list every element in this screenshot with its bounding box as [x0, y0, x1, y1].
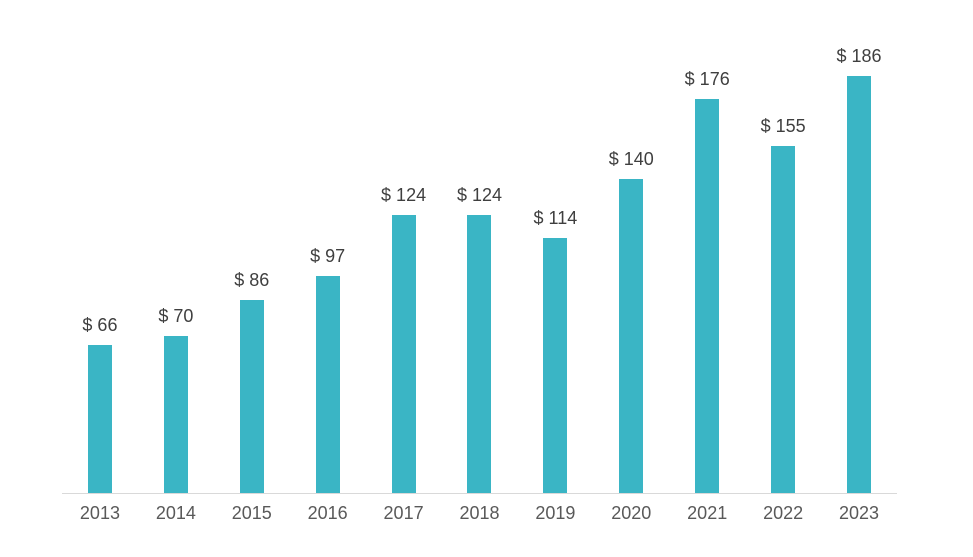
bar-column: $ 124 [442, 185, 518, 493]
bar-value-label: $ 176 [684, 69, 730, 89]
bar-value-label: $ 155 [760, 116, 806, 136]
bar-column: $ 114 [517, 208, 593, 493]
x-axis-tick-label: 2017 [383, 503, 424, 523]
x-axis-tick-label: 2019 [535, 503, 576, 523]
x-axis-tick-label: 2020 [611, 503, 652, 523]
bar [543, 238, 568, 493]
x-axis-tick-label: 2023 [838, 503, 880, 523]
bar [467, 215, 492, 493]
bar [87, 345, 112, 493]
x-axis-labels: 2013 2014 2015 2016 2017 2018 2019 2020 2021 2022… [62, 494, 897, 524]
bar-value-label: $ 97 [310, 246, 346, 266]
bar-value-label: $ 186 [836, 46, 882, 66]
bar-column: $ 97 [290, 246, 366, 493]
bar-column: $ 66 [62, 315, 138, 493]
bar-value-label: $ 124 [456, 185, 502, 205]
bar [695, 99, 720, 493]
bar-column: $ 124 [366, 185, 442, 493]
bar [163, 336, 188, 493]
bar [391, 215, 416, 493]
x-axis-tick-label: 2018 [459, 503, 500, 523]
bar-value-label: $ 114 [533, 208, 578, 228]
bar-value-label: $ 124 [381, 185, 427, 205]
bar [771, 146, 796, 493]
bar-value-label: $ 70 [158, 306, 194, 326]
plot-area: $ 66 $ 70 $ 86 $ 97 $ 124 $ 124 $ 114 $ 140 $ 17… [62, 37, 897, 494]
bar [619, 179, 644, 493]
bar [847, 76, 872, 493]
bar-column: $ 140 [593, 149, 669, 493]
x-axis-tick-label: 2014 [155, 503, 196, 523]
bar-value-label: $ 66 [82, 315, 118, 335]
bar [239, 300, 264, 493]
bar-chart: $ 66 $ 70 $ 86 $ 97 $ 124 $ 124 $ 114 $ 140 $ 17… [62, 37, 897, 524]
x-axis-tick-label: 2021 [687, 503, 728, 523]
bar-column: $ 176 [669, 69, 745, 493]
bar-column: $ 186 [821, 46, 897, 493]
x-axis-tick-label: 2013 [79, 503, 120, 523]
bar-value-label: $ 140 [608, 149, 654, 169]
x-axis-tick-label: 2016 [307, 503, 348, 523]
bar-column: $ 70 [138, 306, 214, 493]
bar [315, 276, 340, 493]
bar-value-label: $ 86 [234, 270, 270, 290]
bar-column: $ 86 [214, 270, 290, 493]
x-axis-tick-label: 2022 [763, 503, 804, 523]
bar-column: $ 155 [745, 116, 821, 493]
x-axis-tick-label: 2015 [231, 503, 272, 523]
